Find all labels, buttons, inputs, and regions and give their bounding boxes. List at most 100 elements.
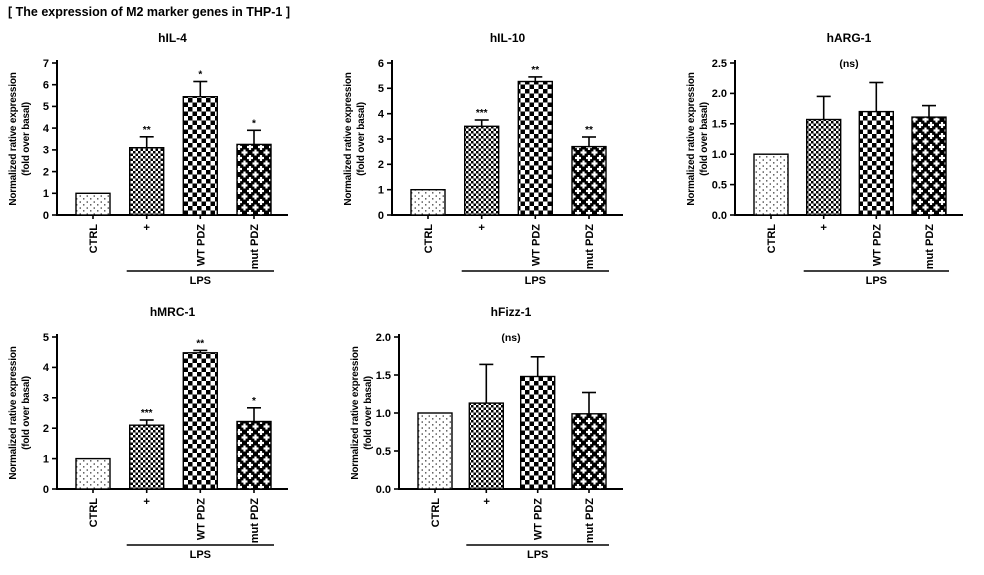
y-tick-label: 5 (43, 101, 49, 113)
significance-label: *** (141, 408, 153, 419)
y-tick-label: 2 (43, 423, 49, 435)
x-category-label: mut PDZ (584, 498, 596, 544)
y-axis-label-line2: (fold over basal) (356, 102, 367, 176)
bar-mut-pdz (236, 143, 272, 216)
x-category-label: + (819, 224, 831, 230)
bar-plus (468, 402, 505, 490)
y-tick-label: 3 (43, 393, 49, 405)
bar-wt-pdz (182, 352, 219, 490)
x-category-label: CTRL (430, 498, 442, 528)
group-label: LPS (525, 275, 546, 287)
group-label: LPS (527, 549, 548, 561)
y-tick-label: 1 (43, 188, 49, 200)
bar-plus (128, 424, 165, 490)
bar-mut-pdz (236, 420, 272, 490)
x-category-label: WT PDZ (871, 224, 883, 266)
significance-label: ** (531, 65, 539, 76)
x-category-label: + (481, 498, 493, 504)
ns-annotation: (ns) (839, 58, 858, 70)
y-tick-label: 0 (43, 210, 49, 222)
y-tick-label: 1.5 (376, 370, 391, 382)
x-category-label: WT PDZ (530, 224, 542, 266)
bar-wt-pdz (519, 375, 556, 490)
chart-harg-1: hARG-1 (ns) 0.0 0.5 1.0 1.5 2.0 2.5 Normalized r… (656, 26, 984, 301)
group-label: LPS (190, 549, 211, 561)
y-tick-label: 1.5 (712, 119, 727, 131)
x-category-label: mut PDZ (249, 498, 261, 544)
bar-wt-pdz (517, 80, 554, 216)
y-tick-label: 0 (378, 210, 384, 222)
significance-label: * (252, 396, 256, 407)
y-tick-label: 6 (43, 80, 49, 92)
y-tick-label: 3 (43, 145, 49, 157)
y-axis-label-line1: Normalized rative expression (8, 72, 19, 205)
y-tick-label: 2 (43, 166, 49, 178)
bar-ctrl (410, 188, 446, 216)
bar-wt-pdz (858, 110, 895, 216)
y-tick-label: 4 (378, 109, 385, 121)
y-tick-label: 0.0 (376, 484, 391, 496)
bar-mut-pdz (571, 145, 607, 216)
y-tick-label: 1.0 (376, 408, 391, 420)
bar-wt-pdz (182, 95, 219, 216)
x-category-label: mut PDZ (584, 224, 596, 270)
bar-ctrl (75, 192, 111, 216)
x-category-label: WT PDZ (195, 498, 207, 540)
y-tick-label: 6 (378, 58, 384, 70)
x-category-label: + (477, 224, 489, 230)
y-tick-label: 3 (378, 134, 384, 146)
significance-label: ** (143, 125, 151, 136)
ns-annotation: (ns) (501, 332, 520, 344)
x-category-label: CTRL (423, 224, 435, 254)
significance-label: ** (585, 125, 593, 136)
chart-hil-4: hIL-4 0 1 2 3 4 5 6 7 Normalized rative expressio… (8, 26, 310, 301)
chart-hfizz-1: hFizz-1 (ns) 0.0 0.5 1.0 1.5 2.0 Normalized rat… (336, 300, 638, 575)
group-label: LPS (190, 275, 211, 287)
x-category-label: WT PDZ (195, 224, 207, 266)
chart-hil-10: hIL-10 0 1 2 3 4 5 6 Normalized rative expressio… (336, 26, 638, 301)
y-tick-label: 2.5 (712, 58, 727, 70)
bar-chart-svg: hMRC-1 0 1 2 3 4 5 Normalized rative expression… (8, 305, 288, 561)
chart-title: hFizz-1 (491, 305, 532, 319)
x-category-label: WT PDZ (533, 498, 545, 540)
y-axis-label-line2: (fold over basal) (363, 376, 374, 450)
x-category-label: CTRL (88, 498, 100, 528)
y-tick-label: 0.5 (376, 446, 391, 458)
y-tick-label: 4 (43, 362, 50, 374)
y-axis-label-line2: (fold over basal) (699, 102, 710, 176)
significance-label: * (252, 118, 256, 129)
chart-hmrc-1: hMRC-1 0 1 2 3 4 5 Normalized rative expression… (8, 300, 310, 575)
y-tick-label: 0.5 (712, 179, 727, 191)
y-axis-label-line2: (fold over basal) (21, 102, 32, 176)
y-tick-label: 5 (378, 83, 384, 95)
figure-title: [ The expression of M2 marker genes in T… (8, 5, 291, 19)
bar-mut-pdz (911, 116, 947, 216)
y-axis-label-line1: Normalized rative expression (343, 72, 354, 205)
y-tick-label: 0 (43, 484, 49, 496)
significance-label: ** (196, 338, 204, 349)
bar-ctrl (753, 153, 789, 216)
x-category-label: mut PDZ (924, 224, 936, 270)
bar-chart-svg: hIL-10 0 1 2 3 4 5 6 Normalized rative expressio… (343, 31, 623, 287)
bar-plus (463, 125, 500, 216)
y-tick-label: 2.0 (376, 332, 391, 344)
y-tick-label: 1.0 (712, 149, 727, 161)
y-axis-label-line1: Normalized rative expression (8, 346, 19, 479)
bar-chart-svg: hARG-1 (ns) 0.0 0.5 1.0 1.5 2.0 2.5 Normalized r… (686, 31, 963, 287)
y-axis-label-line1: Normalized rative expression (686, 72, 697, 205)
bar-chart-svg: hFizz-1 (ns) 0.0 0.5 1.0 1.5 2.0 Normalized rat… (350, 305, 623, 561)
y-axis-label-line2: (fold over basal) (21, 376, 32, 450)
y-tick-label: 2.0 (712, 88, 727, 100)
x-category-label: + (142, 498, 154, 504)
x-category-label: mut PDZ (249, 224, 261, 270)
x-category-label: CTRL (766, 224, 778, 254)
significance-label: *** (476, 108, 488, 119)
y-tick-label: 7 (43, 58, 49, 70)
x-category-label: CTRL (88, 224, 100, 254)
chart-title: hMRC-1 (150, 305, 196, 319)
group-label: LPS (866, 275, 887, 287)
chart-title: hIL-10 (490, 31, 526, 45)
x-category-label: + (142, 224, 154, 230)
y-tick-label: 1 (43, 453, 49, 465)
